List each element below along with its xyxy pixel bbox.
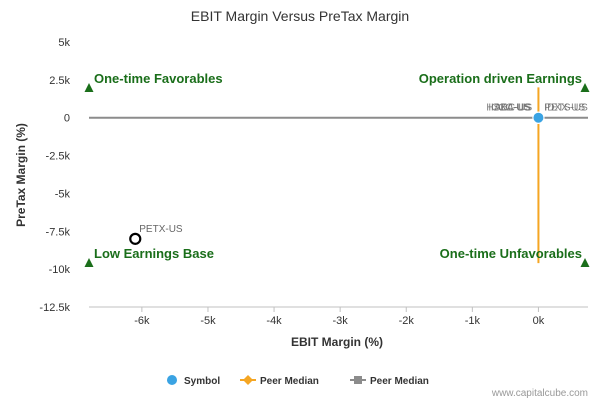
legend-label: Symbol xyxy=(184,376,220,387)
quadrant-triangle-marker xyxy=(84,83,94,92)
quadrant-triangle-marker xyxy=(580,258,590,267)
y-tick-label: -5k xyxy=(55,188,71,200)
point-label: ABC-US xyxy=(494,103,532,114)
y-tick-label: 2.5k xyxy=(49,75,70,87)
quadrant-triangle-marker xyxy=(84,258,94,267)
credit-text: www.capitalcube.com xyxy=(491,388,588,399)
point-label: PETX-US xyxy=(139,224,183,235)
legend-symbol-marker xyxy=(167,375,177,385)
quadrant-labels: One-time Favorables Operation driven Earn… xyxy=(84,71,590,267)
x-tick-label: -1k xyxy=(465,315,481,327)
legend-label: Peer Median xyxy=(260,376,319,387)
x-tick-label: -2k xyxy=(399,315,415,327)
quadrant-triangle-marker xyxy=(580,83,590,92)
quadrant-label: Operation driven Earnings xyxy=(419,71,582,86)
y-axis-title: PreTax Margin (%) xyxy=(14,123,28,227)
chart-title: EBIT Margin Versus PreTax Margin xyxy=(191,8,409,24)
legend: Symbol Peer Median Peer Median xyxy=(167,375,429,387)
highlighted-point xyxy=(129,232,142,245)
grid xyxy=(89,87,588,264)
quadrant-label: Low Earnings Base xyxy=(94,246,214,261)
point-label: HSKA-US xyxy=(486,103,531,114)
point-label: IDXX-US xyxy=(544,103,585,114)
y-tick-label: -2.5k xyxy=(46,151,71,163)
x-tick-label: 0k xyxy=(533,315,545,327)
y-tick-label: 0 xyxy=(64,113,70,125)
x-tick-label: -6k xyxy=(134,315,150,327)
point-label: ICCC-US xyxy=(488,103,530,114)
x-axis-title: EBIT Margin (%) xyxy=(291,335,383,349)
quadrant-label: One-time Favorables xyxy=(94,71,223,86)
y-tick-label: -7.5k xyxy=(46,226,71,238)
quadrant-label: One-time Unfavorables xyxy=(440,246,582,261)
y-tick-label: -12.5k xyxy=(39,302,70,314)
axes: 5k 2.5k 0 -2.5k -5k -7.5k -10k -12.5k -6k -5k -4k -… xyxy=(39,37,588,327)
y-tick-label: 5k xyxy=(58,37,70,49)
x-tick-label: -4k xyxy=(266,315,282,327)
legend-square-marker xyxy=(354,376,362,384)
x-tick-label: -5k xyxy=(200,315,216,327)
y-tick-label: -10k xyxy=(49,264,71,276)
legend-label: Peer Median xyxy=(370,376,429,387)
legend-diamond-marker xyxy=(243,375,253,385)
point-label: PETS-US xyxy=(544,103,588,114)
symbol-point xyxy=(532,111,545,124)
x-tick-label: -3k xyxy=(333,315,349,327)
